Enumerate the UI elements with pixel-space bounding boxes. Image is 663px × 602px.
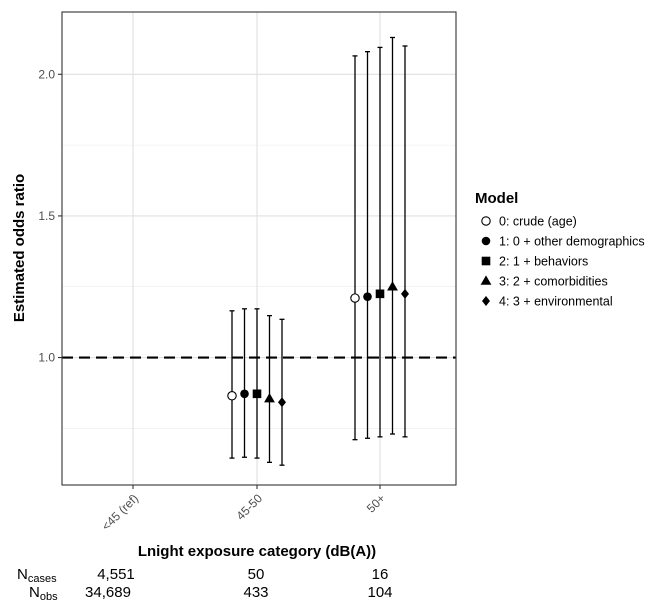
- point-marker: [363, 292, 372, 301]
- obs-count-50plus: 104: [367, 584, 392, 601]
- legend-key: [482, 296, 490, 306]
- point-marker: [375, 289, 385, 299]
- legend-key: [481, 236, 491, 246]
- x-axis-title: Lnight exposure category (dB(A)): [138, 543, 376, 560]
- cases-count-50plus: 16: [372, 566, 389, 583]
- x-tick-label: 50+: [364, 491, 388, 515]
- point-marker: [227, 391, 237, 401]
- point-marker: [240, 389, 249, 399]
- legend-label: 4: 3 + environmental: [499, 295, 613, 309]
- x-tick-label: 45-50: [234, 491, 266, 523]
- obs-count-45-50: 433: [243, 584, 268, 601]
- point-marker: [401, 288, 409, 299]
- y-axis-title: Estimated odds ratio: [11, 174, 28, 322]
- legend-label: 3: 2 + comorbidities: [499, 275, 608, 289]
- y-tick-label: 1.0: [38, 351, 55, 365]
- point-marker: [387, 281, 398, 291]
- obs-row-label: Nobs: [29, 584, 58, 602]
- plot-panel: [62, 12, 456, 485]
- point-marker: [278, 397, 286, 408]
- x-axis-ticks: <45 (ref) 45-50 50+: [99, 485, 388, 533]
- plot-border: [61, 11, 457, 486]
- x-tick-label: <45 (ref): [99, 491, 141, 533]
- counts-table: Ncases Nobs 4,551 50 16 34,689 433 104: [17, 566, 393, 602]
- legend-title: Model: [475, 190, 518, 207]
- cases-count-45-50: 50: [248, 566, 265, 583]
- y-axis-ticks: 1.0 1.5 2.0: [38, 67, 62, 365]
- cases-row-label: Ncases: [17, 566, 57, 585]
- legend-label: 0: crude (age): [499, 215, 577, 229]
- y-tick-label: 1.5: [38, 209, 55, 223]
- obs-count-ref: 34,689: [85, 584, 131, 601]
- legend-label: 2: 1 + behaviors: [499, 255, 588, 269]
- point-marker: [264, 393, 275, 403]
- legend-key: [481, 256, 491, 266]
- legend-key: [481, 216, 491, 226]
- legend: 0: crude (age) 1: 0 + other demographics 2…: [480, 215, 645, 309]
- legend-key: [480, 275, 492, 285]
- cases-count-ref: 4,551: [97, 566, 135, 583]
- y-tick-label: 2.0: [38, 67, 55, 81]
- legend-label: 1: 0 + other demographics: [499, 235, 645, 249]
- data-marks: [227, 36, 409, 466]
- point-marker: [350, 293, 360, 303]
- point-marker: [252, 389, 262, 399]
